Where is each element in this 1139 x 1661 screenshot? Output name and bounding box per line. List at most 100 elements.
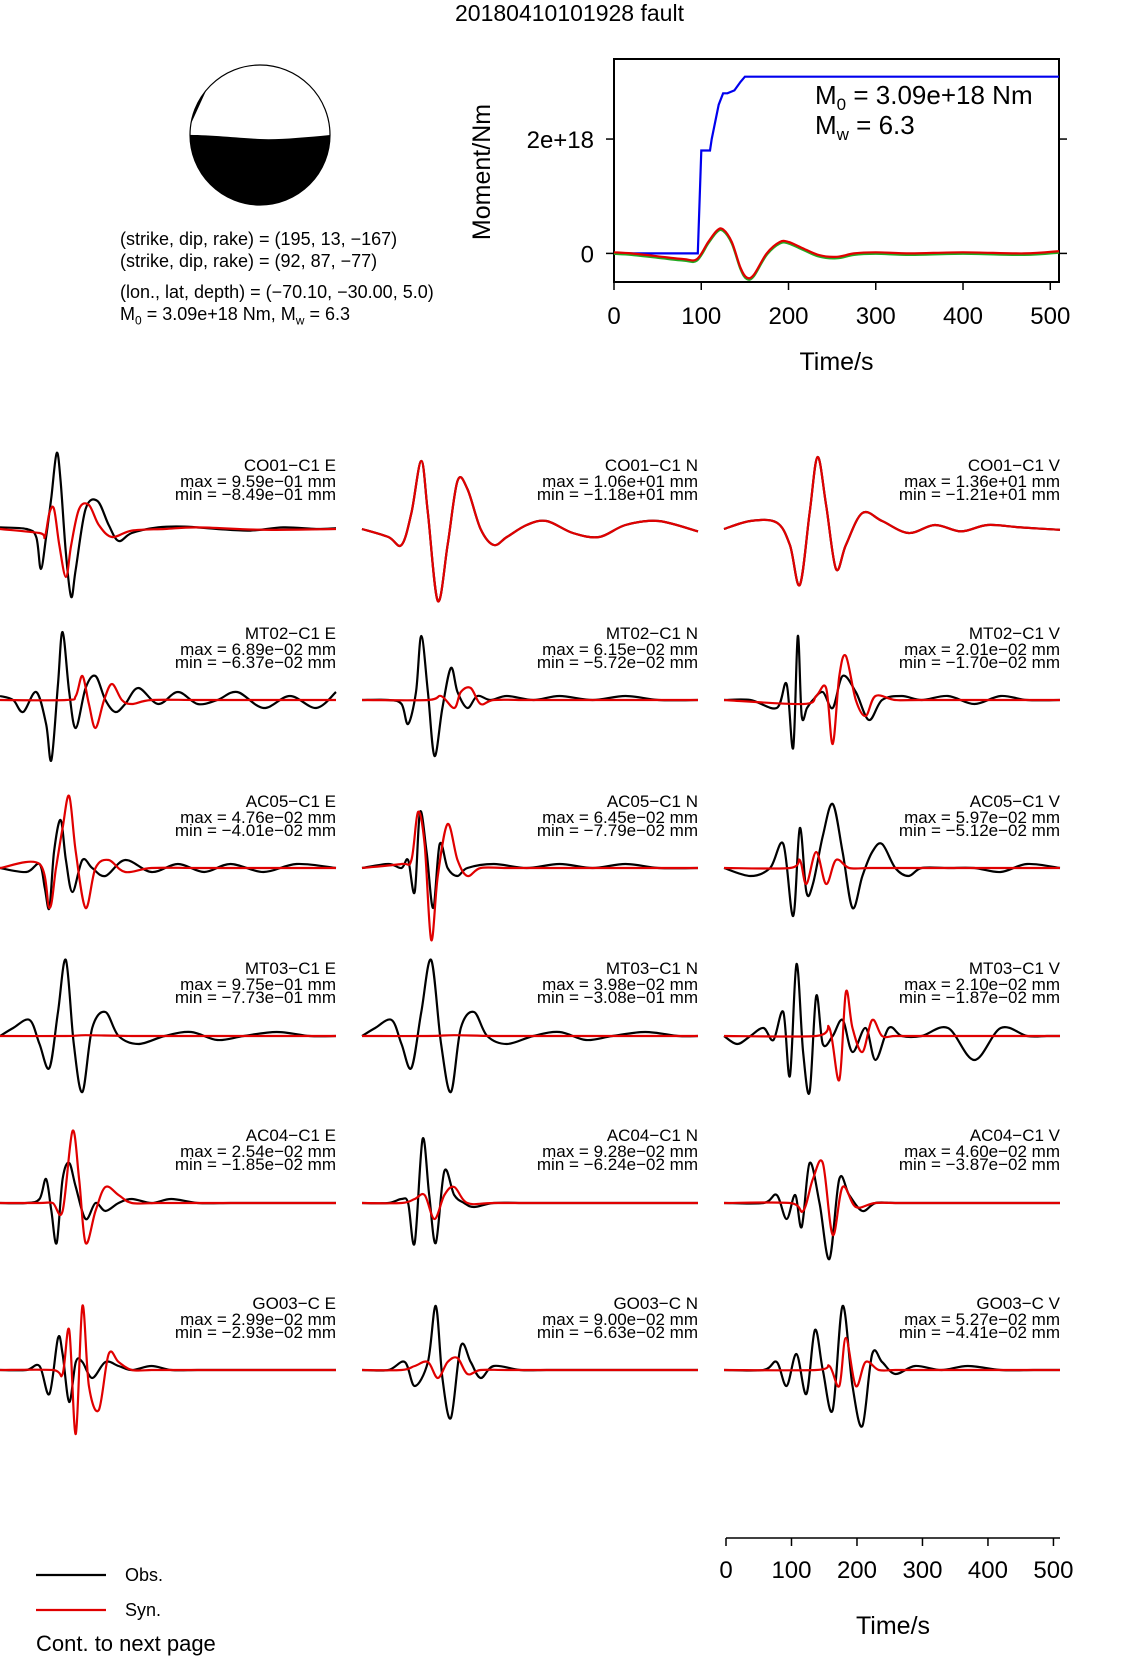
legend-obs-line [36,1573,106,1577]
moment-rate-line-red [613,227,1060,280]
time-axis-tick-label: 400 [968,1557,1008,1584]
moment-rate-chart: 2e+18 0 0 100 200 300 400 500 Time/s Moment/Nm M0 … [468,58,1070,376]
mw-annotation: Mw = 6.3 [815,110,915,144]
moment-value: = 3.09e+18 Nm, M [141,304,296,324]
time-axis-tick-label: 200 [837,1557,877,1584]
station-label: GO03−C V [976,1294,1060,1313]
m0-letter: M [815,80,837,110]
x-tick-label: 0 [607,303,620,330]
station-label: AC04−C1 E [246,1126,336,1145]
synthetic-trace [361,810,698,942]
max-amplitude: max = 9.28e−02 mm [542,1142,698,1161]
station-label: MT03−C1 N [606,959,698,978]
min-amplitude: min = −4.41e−02 mm [899,1323,1060,1342]
mw-value: = 6.3 [849,110,915,140]
min-amplitude: min = −1.87e−02 mm [899,988,1060,1007]
x-tick-label: 500 [1030,303,1070,330]
min-amplitude: min = −6.24e−02 mm [537,1155,698,1174]
max-amplitude: max = 1.36e+01 mm [904,472,1060,491]
time-axis-tick-label: 300 [902,1557,942,1584]
max-amplitude: max = 2.01e−02 mm [904,640,1060,659]
x-tick-label: 300 [856,303,896,330]
mw-sub: w [295,313,305,328]
synthetic-trace [0,1304,336,1436]
station-label: AC04−C1 V [970,1126,1061,1145]
max-amplitude: max = 2.99e−02 mm [180,1310,336,1329]
station-label: MT02−C1 N [606,624,698,643]
beachball [189,64,331,206]
synthetic-trace [361,1356,698,1380]
m0-annotation: M0 = 3.09e+18 Nm [815,80,1033,114]
max-amplitude: max = 3.98e−02 mm [542,975,698,994]
min-amplitude: min = −1.18e+01 mm [537,485,698,504]
max-amplitude: max = 2.10e−02 mm [904,975,1060,994]
time-axis-tick-label: 500 [1033,1557,1073,1584]
synthetic-trace [361,459,699,603]
max-amplitude: max = 2.54e−02 mm [180,1142,336,1161]
station-label: GO03−C N [613,1294,698,1313]
station-label: AC05−C1 N [607,792,698,811]
y-tick-label: 2e+18 [527,127,594,154]
station-label: MT03−C1 E [245,959,336,978]
m0-subscript: 0 [837,95,846,114]
time-axis-tick-label: 0 [719,1557,732,1584]
m0-value: = 3.09e+18 Nm [846,80,1032,110]
plot-frame [613,58,1060,283]
observed-trace [723,634,1061,750]
observed-trace [723,962,1060,1095]
min-amplitude: min = −1.70e−02 mm [899,653,1060,672]
nodal-plane-2: (strike, dip, rake) = (92, 87, −77) [120,251,378,271]
synthetic-trace [0,1034,336,1038]
max-amplitude: max = 1.06e+01 mm [542,472,698,491]
synthetic-trace [0,674,336,730]
station-label: GO03−C E [252,1294,336,1313]
cumulative-moment-line [614,75,1059,255]
min-amplitude: min = −1.21e+01 mm [899,485,1060,504]
legend-obs-label: Obs. [125,1565,164,1585]
legend-syn-label: Syn. [125,1600,162,1620]
synthetic-trace [361,1185,698,1221]
min-amplitude: min = −8.49e−01 mm [175,485,336,504]
synthetic-trace [0,794,336,910]
min-amplitude: min = −3.08e−01 mm [537,988,698,1007]
min-amplitude: min = −5.12e−02 mm [899,821,1060,840]
synthetic-trace [0,1129,336,1245]
station-label: AC04−C1 N [607,1126,698,1145]
mw-letter: M [815,110,837,140]
max-amplitude: max = 4.60e−02 mm [904,1142,1060,1161]
time-axis-tick-label: 100 [771,1557,811,1584]
max-amplitude: max = 5.27e−02 mm [904,1310,1060,1329]
station-label: AC05−C1 E [246,792,336,811]
synthetic-trace [361,686,698,710]
station-label: MT02−C1 E [245,624,336,643]
max-amplitude: max = 9.75e−01 mm [180,975,336,994]
y-tick-label: 0 [581,241,594,268]
mw-value: = 6.3 [304,304,350,324]
synthetic-trace [723,1159,1060,1237]
x-tick-label: 400 [943,303,983,330]
synthetic-trace [361,1034,698,1038]
max-amplitude: max = 9.59e−01 mm [180,472,336,491]
synthetic-trace [723,1336,1060,1388]
min-amplitude: min = −7.79e−02 mm [537,821,698,840]
min-amplitude: min = −1.85e−02 mm [175,1155,336,1174]
synthetic-trace [0,502,337,579]
station-label: CO01−C1 V [968,456,1061,475]
station-label: CO01−C1 E [244,456,336,475]
station-label: MT02−C1 V [969,624,1061,643]
max-amplitude: max = 4.76e−02 mm [180,808,336,827]
max-amplitude: max = 6.45e−02 mm [542,808,698,827]
min-amplitude: min = −6.63e−02 mm [537,1323,698,1342]
station-label: AC05−C1 V [970,792,1061,811]
synthetic-trace [723,654,1060,746]
